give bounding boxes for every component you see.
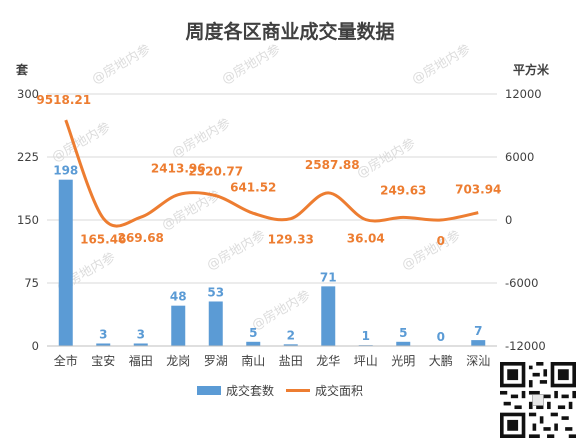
x-axis-tick-label: 坪山 — [354, 354, 378, 368]
left-axis-tick-label: 150 — [17, 213, 39, 227]
left-axis-tick-label: 225 — [17, 150, 39, 164]
right-axis-tick-label: -6000 — [505, 276, 538, 290]
line-data-label: 2413.96 — [151, 162, 206, 176]
line-data-label: 165.46 — [80, 232, 126, 246]
line-data-label: 0 — [437, 234, 445, 248]
right-axis-tick-label: -12000 — [505, 339, 546, 353]
left-axis-tick-label: 75 — [24, 276, 39, 290]
watermark-text: @房地内参 — [399, 227, 463, 273]
watermark-text: @房地内参 — [409, 41, 473, 87]
x-axis-tick-label: 盐田 — [279, 354, 303, 368]
bar — [246, 341, 261, 346]
line-data-label: 36.04 — [347, 232, 385, 246]
x-axis-tick-label: 大鹏 — [429, 354, 453, 368]
right-axis-tick-label: 6000 — [505, 150, 534, 164]
x-axis-tick-label: 龙岗 — [166, 354, 190, 368]
bar-data-label: 3 — [99, 327, 107, 341]
x-axis-tick-label: 深汕 — [466, 354, 490, 368]
right-axis-tick-label: 12000 — [505, 87, 542, 101]
line-data-label: 703.94 — [455, 183, 501, 197]
watermark-text: @房地内参 — [219, 41, 283, 87]
line-data-label: 129.33 — [268, 233, 314, 247]
right-axis-unit: 平方米 — [513, 62, 550, 77]
area-line — [64, 119, 479, 228]
bar — [208, 301, 223, 346]
bar — [96, 343, 111, 346]
legend-bar-swatch — [197, 386, 221, 395]
chart-title: 周度各区商业成交量数据 — [185, 20, 394, 43]
watermark-text: @房地内参 — [204, 227, 268, 273]
bar — [321, 286, 336, 346]
bar — [58, 179, 73, 346]
x-axis-tick-label: 罗湖 — [204, 353, 228, 368]
x-axis-tick-label: 全市 — [54, 353, 78, 368]
bar — [471, 340, 486, 346]
x-axis-tick-label: 福田 — [129, 353, 153, 368]
x-axis-tick-label: 宝安 — [91, 353, 115, 368]
bar — [283, 344, 298, 346]
bar-data-label: 48 — [170, 290, 187, 304]
watermark-text: @房地内参 — [354, 135, 418, 181]
left-axis-tick-label: 0 — [32, 339, 39, 353]
bar-data-label: 198 — [53, 164, 78, 178]
bar-data-label: 7 — [474, 324, 482, 338]
left-axis-unit: 套 — [15, 62, 29, 77]
qr-code — [500, 362, 576, 438]
bar-data-label: 71 — [320, 270, 337, 284]
bar-data-label: 53 — [207, 285, 224, 299]
line-data-label: 9518.21 — [36, 93, 91, 107]
bar-data-label: 3 — [137, 327, 145, 341]
right-axis-tick-label: 0 — [505, 213, 512, 227]
line-data-label: 2320.77 — [188, 165, 243, 179]
x-axis-tick-label: 龙华 — [316, 354, 340, 368]
bar — [133, 343, 148, 346]
line-data-label: 2587.88 — [305, 158, 360, 172]
bar-data-label: 2 — [287, 328, 295, 342]
legend-bar-label: 成交套数 — [226, 383, 274, 398]
bar-data-label: 1 — [362, 329, 370, 343]
line-data-label: 641.52 — [230, 180, 276, 194]
watermark-text: @房地内参 — [89, 41, 153, 87]
x-axis-tick-label: 南山 — [241, 353, 265, 368]
x-axis-tick-label: 光明 — [391, 354, 415, 368]
bar-data-label: 0 — [437, 330, 445, 344]
bar — [396, 341, 411, 346]
watermark-text: @房地内参 — [249, 287, 313, 333]
watermark-text: @房地内参 — [49, 119, 113, 165]
line-data-label: 269.68 — [118, 231, 164, 245]
legend-line-label: 成交面积 — [315, 383, 363, 398]
watermark-text: @房地内参 — [169, 115, 233, 161]
line-data-label: 249.63 — [380, 183, 426, 197]
bar — [171, 305, 186, 346]
bar-data-label: 5 — [399, 326, 407, 340]
bar-data-label: 5 — [249, 326, 257, 340]
left-axis-tick-label: 300 — [17, 87, 39, 101]
